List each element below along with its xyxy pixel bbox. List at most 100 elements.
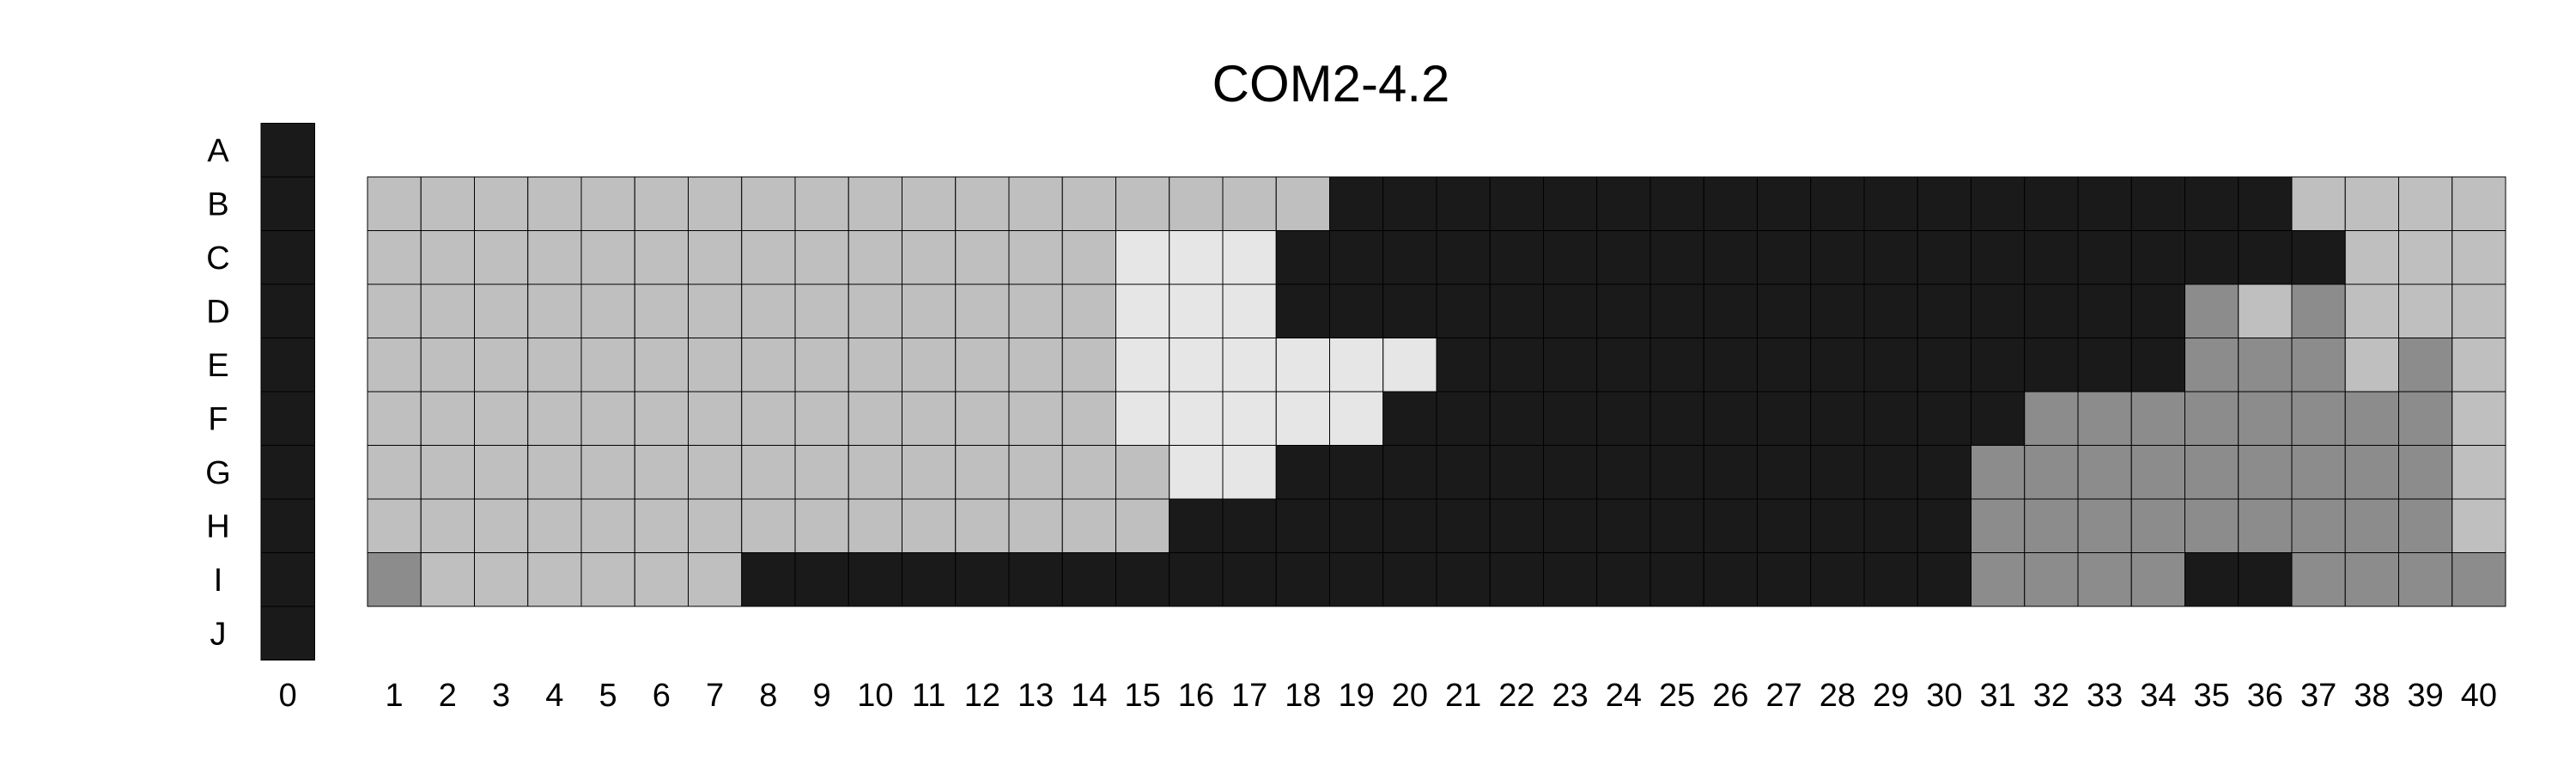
cell-24-F [1596,391,1651,446]
cell-35-B [2184,176,2239,231]
cell-2-F [420,391,475,446]
x-tick-19: 19 [1338,678,1374,714]
cell-3-I [474,552,529,607]
cell-26-B [1703,176,1758,231]
cell-40-F [2451,391,2506,446]
cell-32-E [2024,338,2079,393]
cell-7-E [688,338,743,393]
cell-9-F [794,391,849,446]
row-label-J: J [210,616,227,652]
cell-24-I [1596,552,1651,607]
x-tick-36: 36 [2247,678,2283,714]
cell-23-G [1543,445,1598,500]
cell-0-F [260,391,315,446]
cell-6-I [634,552,689,607]
cell-27-G [1757,445,1812,500]
cell-8-C [741,230,796,285]
cell-34-G [2130,445,2185,500]
cell-14-H [1061,498,1116,553]
cell-28-H [1810,498,1865,553]
cell-6-C [634,230,689,285]
cell-6-D [634,283,689,338]
chart-title: COM2-4.2 [1212,55,1450,113]
cell-5-D [580,283,635,338]
cell-11-E [902,338,957,393]
cell-29-H [1863,498,1918,553]
cell-32-H [2024,498,2079,553]
cell-18-I [1275,552,1330,607]
cell-36-D [2238,283,2293,338]
cell-9-C [794,230,849,285]
cell-0-C [260,230,315,285]
cell-31-H [1971,498,2026,553]
cell-23-H [1543,498,1598,553]
cell-31-E [1971,338,2026,393]
cell-7-G [688,445,743,500]
cell-0-G [260,445,315,500]
cell-29-G [1863,445,1918,500]
x-tick-15: 15 [1124,678,1160,714]
cell-31-C [1971,230,2026,285]
cell-8-E [741,338,796,393]
cell-29-I [1863,552,1918,607]
cell-19-D [1329,283,1384,338]
cell-10-D [848,283,902,338]
cell-6-G [634,445,689,500]
cell-10-H [848,498,902,553]
cell-13-H [1008,498,1063,553]
cell-5-G [580,445,635,500]
cell-5-E [580,338,635,393]
cell-22-F [1489,391,1544,446]
x-tick-13: 13 [1018,678,1054,714]
cell-18-B [1275,176,1330,231]
cell-33-G [2077,445,2132,500]
cell-5-B [580,176,635,231]
cell-5-F [580,391,635,446]
cell-22-B [1489,176,1544,231]
cell-28-D [1810,283,1865,338]
cell-7-I [688,552,743,607]
cell-14-F [1061,391,1116,446]
cell-25-I [1649,552,1704,607]
cell-26-I [1703,552,1758,607]
x-tick-2: 2 [439,678,457,714]
x-tick-14: 14 [1071,678,1107,714]
cell-40-G [2451,445,2506,500]
cell-28-C [1810,230,1865,285]
cell-3-H [474,498,529,553]
cell-25-G [1649,445,1704,500]
cell-34-D [2130,283,2185,338]
cell-32-G [2024,445,2079,500]
cell-40-D [2451,283,2506,338]
cell-11-D [902,283,957,338]
x-tick-38: 38 [2354,678,2390,714]
cell-15-C [1115,230,1170,285]
x-tick-24: 24 [1606,678,1642,714]
cell-33-E [2077,338,2132,393]
cell-16-H [1169,498,1224,553]
cell-15-E [1115,338,1170,393]
cell-0-D [260,283,315,338]
cell-16-F [1169,391,1224,446]
cell-30-H [1917,498,1971,553]
cell-14-E [1061,338,1116,393]
cell-11-H [902,498,957,553]
row-label-H: H [206,508,229,545]
cell-16-C [1169,230,1224,285]
cell-27-B [1757,176,1812,231]
cell-38-F [2344,391,2399,446]
cell-38-I [2344,552,2399,607]
cell-17-H [1222,498,1277,553]
cell-10-I [848,552,902,607]
cell-1-C [367,230,422,285]
cell-25-F [1649,391,1704,446]
cell-40-H [2451,498,2506,553]
cell-19-E [1329,338,1384,393]
row-label-C: C [206,240,229,277]
cell-31-B [1971,176,2026,231]
cell-19-G [1329,445,1384,500]
cell-33-D [2077,283,2132,338]
row-label-I: I [214,563,223,599]
cell-39-H [2398,498,2453,553]
cell-17-I [1222,552,1277,607]
